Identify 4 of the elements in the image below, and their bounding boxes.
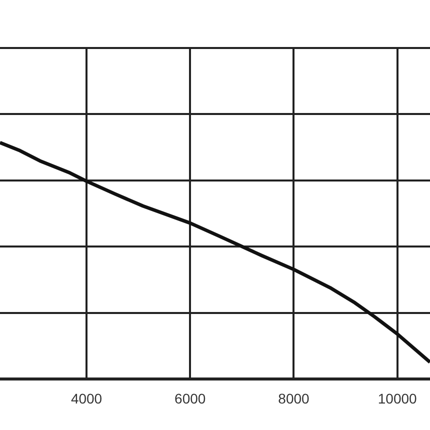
- x-tick-label: 8000: [278, 390, 310, 406]
- x-tick-label: 10000: [378, 390, 418, 406]
- x-tick-label: 4000: [70, 390, 102, 406]
- x-tick-label: 6000: [174, 390, 206, 406]
